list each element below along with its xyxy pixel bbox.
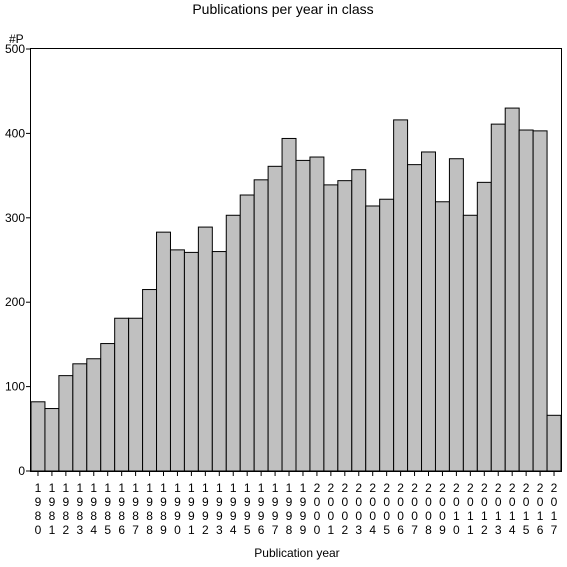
y-tick-label: 200	[5, 295, 25, 309]
bar-2000	[309, 156, 325, 472]
bar-2009	[434, 201, 450, 472]
x-axis: 1 9 8 0 1 9 8 1 1 9 8 2 1 9 8 3 1 9 8 4 1 9 8 5 1 9 8 6 1 9 8 7 1 9 8 8 1 9 8 9…	[35, 471, 558, 537]
bar-1989	[156, 231, 171, 472]
y-tick-label: 100	[5, 380, 25, 394]
y-tick-label: 400	[5, 126, 25, 140]
bars-group	[30, 107, 562, 472]
bar-1988	[142, 289, 158, 472]
bar-2016	[532, 130, 548, 472]
bar-2002	[337, 180, 353, 472]
bar-1993	[211, 251, 227, 472]
bar-1994	[225, 214, 241, 472]
bar-2008	[421, 151, 436, 472]
bar-1981	[44, 408, 60, 472]
bar-2006	[393, 119, 409, 472]
bar-2001	[323, 184, 339, 472]
bar-2017	[546, 414, 562, 472]
y-tick-label: 0	[18, 464, 25, 478]
chart-title: Publications per year in class	[192, 1, 373, 17]
y-axis: 0 100 200 300 400 500	[5, 42, 31, 478]
bar-1986	[114, 317, 130, 472]
bar-1983	[72, 363, 88, 472]
bar-2013	[490, 123, 506, 472]
bar-1992	[197, 226, 213, 472]
bar-2015	[518, 129, 534, 472]
y-axis-label: #P	[9, 32, 24, 46]
bar-2011	[462, 214, 478, 472]
y-tick-label: 300	[5, 211, 25, 225]
bar-1985	[100, 343, 116, 472]
bar-1998	[281, 137, 297, 472]
bar-1999	[295, 159, 311, 472]
bar-1987	[128, 317, 144, 472]
bar-1982	[58, 375, 74, 472]
x-axis-label: Publication year	[254, 546, 339, 560]
bar-1990	[169, 249, 185, 472]
bar-1980	[30, 401, 46, 472]
bar-1995	[239, 194, 255, 472]
bar-2005	[379, 198, 395, 472]
bar-2010	[448, 158, 464, 472]
y-tick-label: 500	[5, 42, 25, 56]
bar-1984	[86, 358, 102, 472]
bar-1996	[253, 179, 269, 472]
bar-2003	[351, 169, 367, 472]
bar-2007	[407, 164, 423, 472]
bar-2012	[476, 181, 492, 472]
bar-1997	[267, 165, 283, 472]
bar-1991	[183, 251, 199, 472]
bar-2004	[365, 205, 381, 472]
bar-2014	[504, 107, 520, 472]
